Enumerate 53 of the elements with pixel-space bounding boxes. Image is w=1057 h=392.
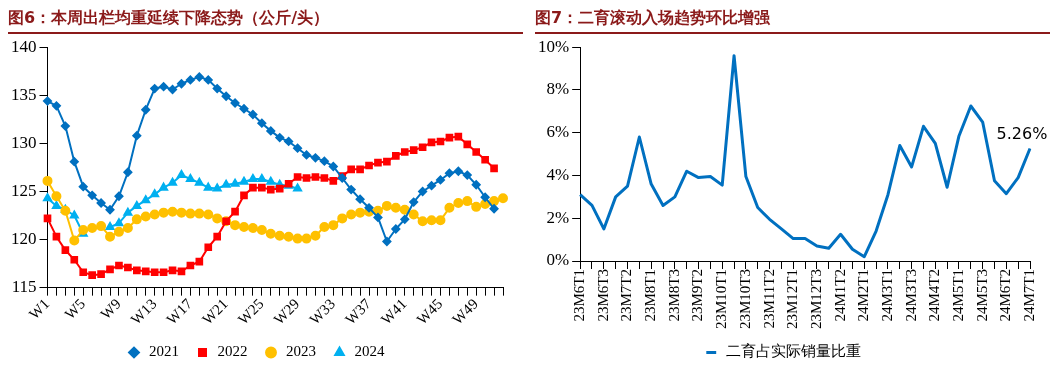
y-tick-label: 140 [11, 36, 37, 56]
y-tick-label: 135 [11, 84, 37, 104]
x-tick-label: W29 [270, 295, 303, 328]
y-tick-label: 4% [546, 164, 570, 184]
x-tick-label: W37 [341, 295, 375, 328]
chart-title: 图6：本周出栏均重延续下降态势（公斤/头） [8, 8, 523, 34]
x-tick-label: 23M12T1 [784, 269, 801, 329]
x-tick-label: 23M7T2 [618, 269, 635, 322]
x-tick-label: W33 [306, 295, 339, 328]
x-tick-label: 23M10T1 [713, 269, 730, 329]
x-tick-label: W49 [449, 295, 482, 328]
x-tick-label: 24M1T2 [831, 269, 848, 322]
x-tick-label: W5 [61, 295, 89, 323]
x-tick-label: 24M5T1 [949, 269, 966, 322]
x-tick-label: W21 [199, 295, 232, 328]
x-tick-label: W41 [377, 295, 410, 328]
x-tick-label: 23M12T3 [807, 269, 824, 329]
x-tick-label: W25 [234, 295, 267, 328]
legend-label: 2023 [286, 343, 316, 360]
y-tick-label: 8% [546, 79, 570, 99]
x-tick-label: 23M8T3 [665, 269, 682, 322]
y-tick-label: 115 [11, 277, 37, 297]
y-tick-label: 130 [11, 132, 37, 152]
y-tick-label: 120 [11, 229, 37, 249]
y-tick-label: 10% [537, 36, 570, 56]
y-tick-label: 2% [546, 207, 570, 227]
x-tick-label: W13 [127, 295, 160, 328]
x-tick-label: 24M3T3 [902, 269, 919, 322]
x-tick-label: W45 [413, 295, 446, 328]
x-tick-label: 23M10T3 [736, 269, 753, 329]
x-tick-label: W1 [25, 295, 53, 323]
x-tick-label: 23M9T2 [689, 269, 706, 322]
x-tick-label: 24M6T2 [997, 269, 1014, 322]
x-tick-label: 24M4T2 [926, 269, 943, 322]
x-tick-label: 23M6T3 [594, 269, 611, 322]
x-tick-label: 24M5T3 [973, 269, 990, 322]
y-tick-label: 6% [546, 122, 570, 142]
x-tick-label: W17 [163, 295, 196, 328]
legend-label: 2024 [354, 343, 385, 360]
chart-title: 图7：二育滚动入场趋势环比增强 [535, 8, 1050, 34]
y-tick-label: 0% [546, 250, 570, 270]
legend-label: 2022 [217, 343, 248, 360]
x-tick-label: 23M8T1 [642, 269, 659, 322]
y-tick-label: 125 [11, 180, 37, 200]
data-label: 5.26% [996, 123, 1048, 143]
x-tick-label: 23M11T2 [760, 269, 777, 329]
x-tick-label: 23M6T1 [571, 269, 588, 322]
x-tick-label: 24M2T1 [855, 269, 872, 322]
x-tick-label: 24M3T1 [878, 269, 895, 322]
legend-label: 二育占实际销量比重 [726, 343, 862, 360]
x-tick-label: 24M7T1 [1020, 269, 1037, 322]
x-tick-label: W9 [97, 295, 124, 323]
legend-label: 2021 [149, 343, 179, 360]
